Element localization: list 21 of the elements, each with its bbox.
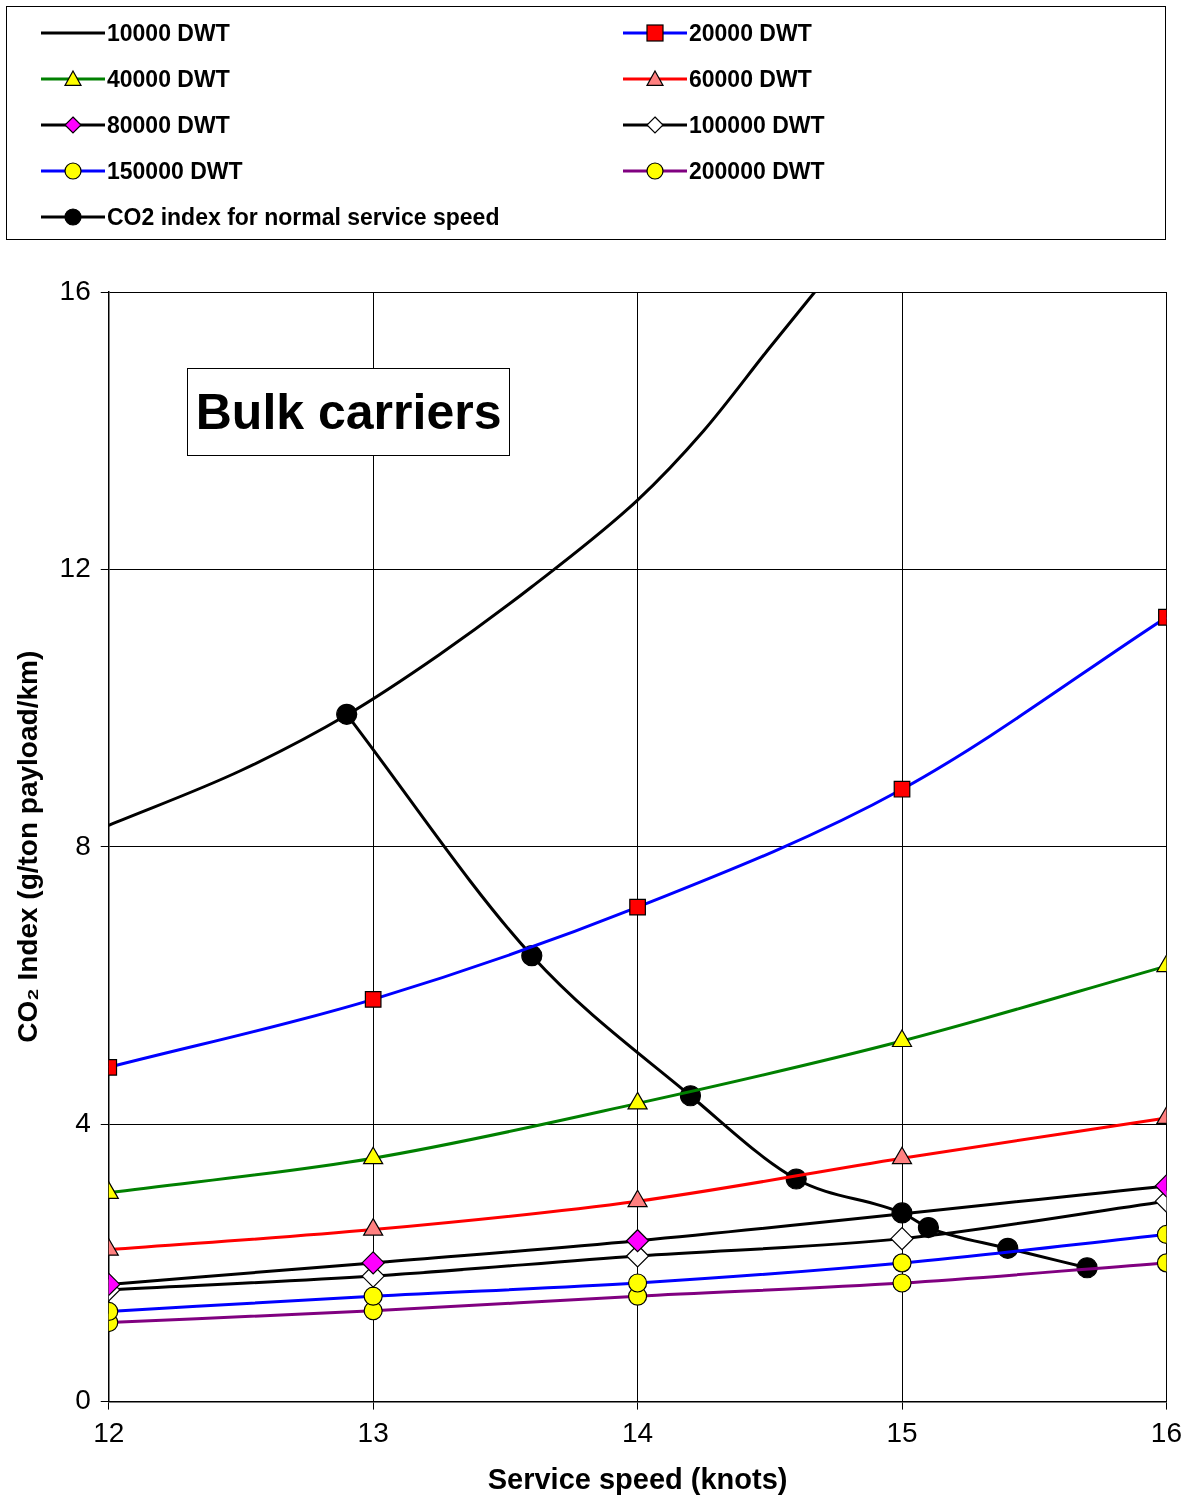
y-tick-label: 8 xyxy=(75,829,91,861)
legend-label: 20000 DWT xyxy=(689,19,812,47)
legend-label: 100000 DWT xyxy=(689,111,825,139)
x-tick-label: 14 xyxy=(622,1417,654,1449)
y-axis-title: CO₂ Index (g/ton payload/km) xyxy=(11,650,43,1043)
legend-label: CO2 index for normal service speed xyxy=(107,203,500,231)
x-tick-label: 13 xyxy=(357,1417,389,1449)
y-tick-label: 12 xyxy=(59,552,91,584)
legend-label: 150000 DWT xyxy=(107,157,243,185)
legend-label: 200000 DWT xyxy=(689,157,825,185)
y-tick-label: 4 xyxy=(75,1106,91,1138)
legend-label: 80000 DWT xyxy=(107,111,230,139)
y-tick-label: 16 xyxy=(59,274,91,306)
legend-label: 40000 DWT xyxy=(107,65,230,93)
x-axis-title: Service speed (knots) xyxy=(487,1462,788,1495)
x-tick-label: 16 xyxy=(1150,1417,1183,1449)
legend-label: 60000 DWT xyxy=(689,65,812,93)
x-tick-label: 15 xyxy=(886,1417,918,1449)
legend-label: 10000 DWT xyxy=(107,19,230,47)
y-tick-label: 0 xyxy=(75,1384,91,1416)
annotation: Bulk carriers xyxy=(186,368,511,456)
